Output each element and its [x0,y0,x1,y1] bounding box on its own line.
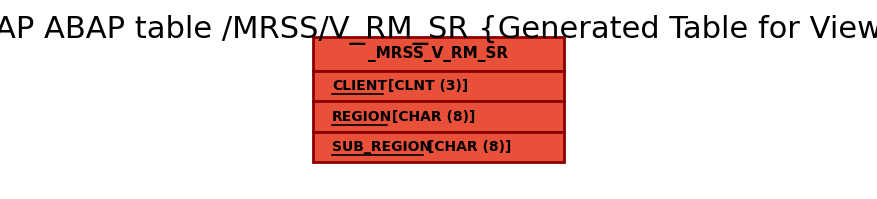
Text: SAP ABAP table /MRSS/V_RM_SR {Generated Table for View}: SAP ABAP table /MRSS/V_RM_SR {Generated … [0,15,877,45]
Text: [CHAR (8)]: [CHAR (8)] [388,110,476,124]
Bar [313,132,564,162]
Bar [313,101,564,132]
Text: [CLNT (3)]: [CLNT (3)] [382,79,467,93]
Text: [CHAR (8)]: [CHAR (8)] [424,140,511,154]
Bar [313,71,564,101]
Text: CLIENT: CLIENT [332,79,387,93]
Text: _MRSS_V_RM_SR: _MRSS_V_RM_SR [368,46,509,62]
Text: SUB_REGION: SUB_REGION [332,140,431,154]
Text: REGION: REGION [332,110,392,124]
Bar [313,37,564,71]
